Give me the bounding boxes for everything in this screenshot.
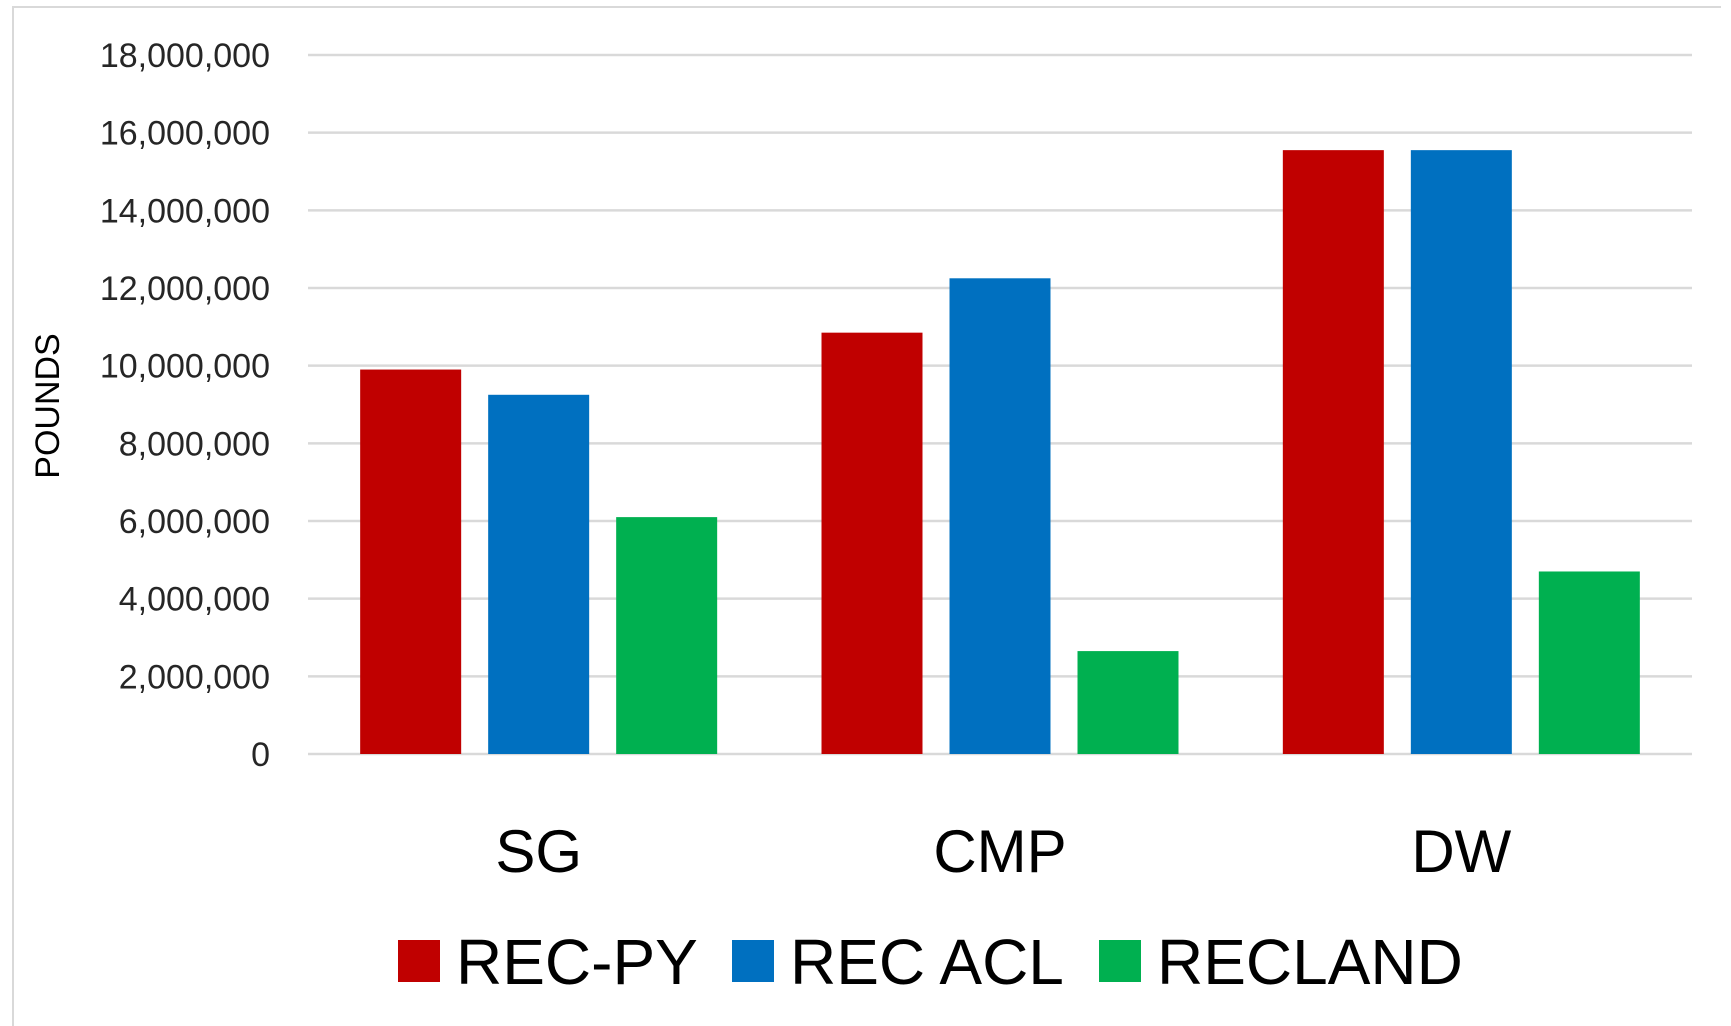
legend-label: RECLAND (1157, 926, 1463, 998)
x-axis-category-labels: SG CMP DW (495, 818, 1511, 885)
legend-label: REC-PY (456, 926, 698, 998)
y-axis-tick-labels: 0 2,000,000 4,000,000 6,000,000 8,000,000 10,… (100, 37, 270, 774)
x-category-label: CMP (933, 818, 1066, 885)
bar-recland-sg (616, 517, 718, 754)
x-category-label: DW (1411, 818, 1511, 885)
y-tick-label: 0 (251, 736, 270, 774)
y-tick-label: 18,000,000 (100, 37, 270, 75)
bar-rec-acl-sg (488, 394, 590, 754)
x-category-label: SG (495, 818, 582, 885)
legend-swatch (1099, 940, 1141, 982)
bar-rec-py-dw (1282, 150, 1384, 754)
legend: REC-PY REC ACL RECLAND (398, 926, 1463, 998)
y-tick-label: 16,000,000 (100, 115, 270, 153)
y-tick-label: 12,000,000 (100, 270, 270, 308)
y-tick-label: 10,000,000 (100, 348, 270, 386)
y-axis-title: POUNDS (29, 333, 67, 478)
y-tick-label: 6,000,000 (119, 503, 270, 541)
bar-rec-py-cmp (821, 332, 923, 754)
legend-label: REC ACL (790, 926, 1064, 998)
bar-rec-acl-dw (1410, 150, 1512, 754)
bar-recland-dw (1538, 571, 1640, 754)
bar-rec-py-sg (360, 369, 462, 754)
bar-rec-acl-cmp (949, 278, 1051, 754)
bars (360, 150, 1640, 754)
y-tick-label: 8,000,000 (119, 425, 270, 463)
legend-swatch (398, 940, 440, 982)
legend-swatch (732, 940, 774, 982)
y-tick-label: 2,000,000 (119, 658, 270, 696)
y-tick-label: 14,000,000 (100, 192, 270, 230)
y-tick-label: 4,000,000 (119, 581, 270, 619)
bar-recland-cmp (1077, 651, 1179, 754)
